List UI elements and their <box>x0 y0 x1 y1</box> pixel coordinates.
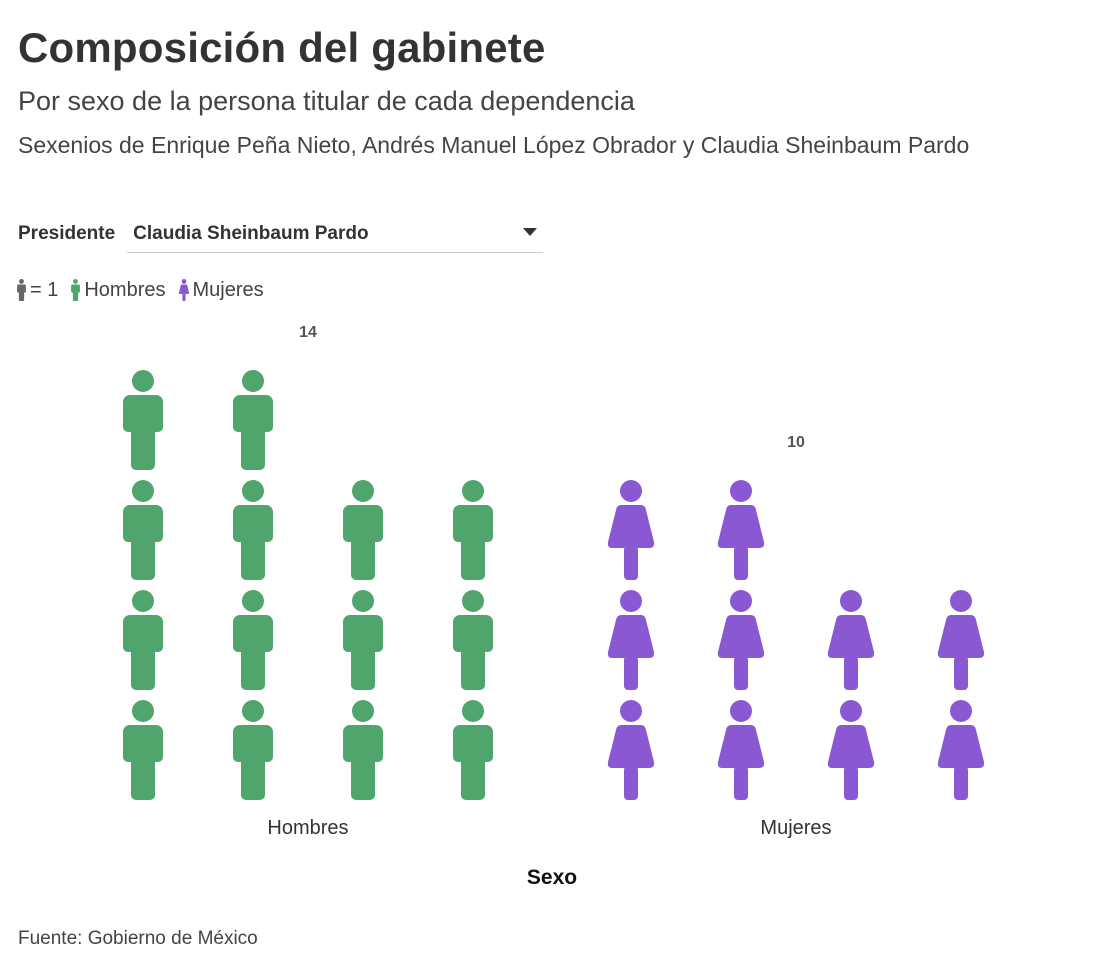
source-note: Fuente: Gobierno de México <box>18 928 258 949</box>
group-mujeres <box>607 480 985 800</box>
person-unit-icon <box>17 279 26 301</box>
woman-icon <box>827 590 875 690</box>
man-icon <box>343 480 383 580</box>
woman-icon <box>717 700 765 800</box>
man-icon <box>453 700 493 800</box>
x-axis-label: Sexo <box>527 866 577 889</box>
president-select[interactable]: Claudia Sheinbaum Pardo <box>127 215 544 253</box>
legend-unit: = 1 <box>16 279 58 302</box>
president-select-value: Claudia Sheinbaum Pardo <box>133 222 369 244</box>
woman-icon <box>717 590 765 690</box>
chart-subtitle: Por sexo de la persona titular de cada d… <box>18 86 635 116</box>
man-icon <box>233 480 273 580</box>
caret-down-icon[interactable] <box>523 228 538 236</box>
chart-description: Sexenios de Enrique Peña Nieto, Andrés M… <box>18 132 970 158</box>
pictogram-chart: 14 Hombres 10 Mujeres Sexo <box>123 324 985 889</box>
man-icon <box>233 590 273 690</box>
president-filter: Presidente Claudia Sheinbaum Pardo <box>18 214 544 254</box>
man-icon <box>453 590 493 690</box>
woman-icon <box>827 700 875 800</box>
woman-icon <box>178 279 189 301</box>
value-label-hombres: 14 <box>299 324 317 341</box>
legend-item-mujeres[interactable]: Mujeres <box>178 279 264 302</box>
man-icon <box>123 700 163 800</box>
woman-icon <box>937 700 985 800</box>
value-label-mujeres: 10 <box>787 434 805 451</box>
category-label-hombres: Hombres <box>267 817 348 839</box>
chart-title: Composición del gabinete <box>18 24 546 71</box>
man-icon <box>233 700 273 800</box>
man-icon <box>123 480 163 580</box>
legend-label-mujeres: Mujeres <box>192 278 264 301</box>
woman-icon <box>607 590 655 690</box>
man-icon <box>343 700 383 800</box>
man-icon <box>343 590 383 690</box>
legend-label-hombres: Hombres <box>84 278 166 301</box>
woman-icon <box>937 590 985 690</box>
woman-icon <box>717 480 765 580</box>
woman-icon <box>607 700 655 800</box>
legend: = 1 Hombres Mujeres <box>16 276 276 304</box>
man-icon <box>233 370 273 470</box>
man-icon <box>453 480 493 580</box>
category-label-mujeres: Mujeres <box>760 817 831 839</box>
president-filter-label: Presidente <box>18 223 116 244</box>
woman-icon <box>607 480 655 580</box>
man-icon <box>71 279 81 301</box>
legend-item-hombres[interactable]: Hombres <box>70 278 166 302</box>
group-hombres <box>123 370 493 800</box>
legend-unit-label: = 1 <box>30 278 59 301</box>
man-icon <box>123 590 163 690</box>
man-icon <box>123 370 163 470</box>
